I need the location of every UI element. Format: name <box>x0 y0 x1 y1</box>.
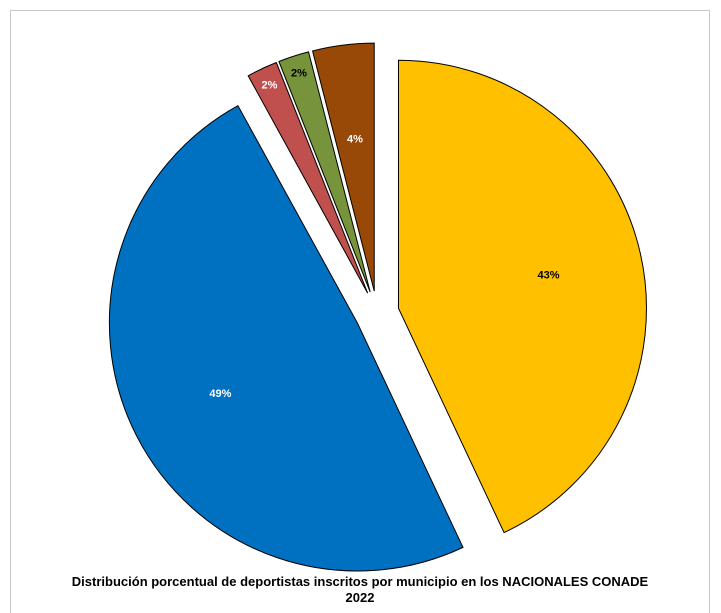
data-label-1: 43% <box>538 270 560 282</box>
pie-slice-5 <box>311 42 375 292</box>
pie-slice-2 <box>108 104 464 572</box>
data-label-2: 49% <box>209 388 231 400</box>
data-label-5: 4% <box>347 134 363 146</box>
pie-slice-4 <box>278 51 371 293</box>
chart-title: Distribución porcentual de deportistas i… <box>71 574 649 605</box>
pie-slice-1 <box>397 59 647 534</box>
pie-slice-3 <box>247 61 369 294</box>
data-label-3: 2% <box>261 79 277 91</box>
data-label-4: 2% <box>291 68 307 80</box>
